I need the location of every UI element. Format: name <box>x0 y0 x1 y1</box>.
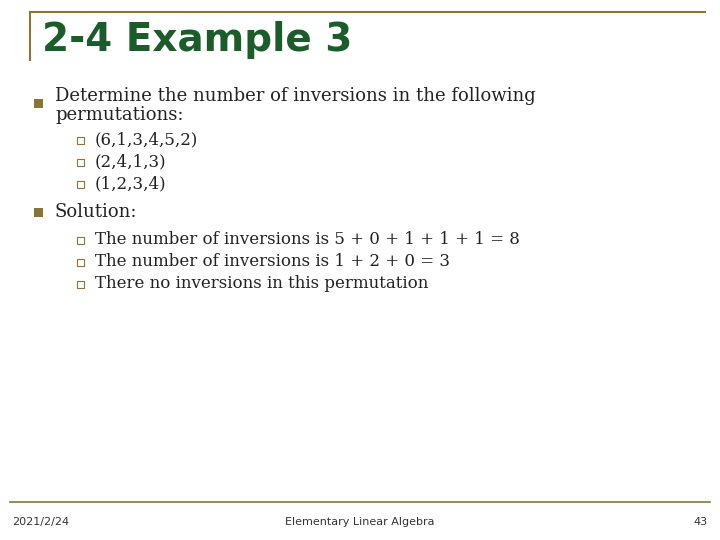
Bar <box>76 237 84 244</box>
Bar <box>34 98 42 107</box>
Text: Solution:: Solution: <box>55 203 138 221</box>
Text: The number of inversions is 1 + 2 + 0 = 3: The number of inversions is 1 + 2 + 0 = … <box>95 253 450 271</box>
Bar <box>76 137 84 144</box>
Text: 2-4 Example 3: 2-4 Example 3 <box>42 21 352 59</box>
Text: 2021/2/24: 2021/2/24 <box>12 517 69 527</box>
Text: (2,4,1,3): (2,4,1,3) <box>95 153 166 171</box>
Text: (6,1,3,4,5,2): (6,1,3,4,5,2) <box>95 132 199 148</box>
Text: (1,2,3,4): (1,2,3,4) <box>95 176 166 192</box>
Text: Elementary Linear Algebra: Elementary Linear Algebra <box>285 517 435 527</box>
Text: Determine the number of inversions in the following: Determine the number of inversions in th… <box>55 87 536 105</box>
Text: There no inversions in this permutation: There no inversions in this permutation <box>95 275 428 293</box>
Text: permutations:: permutations: <box>55 106 184 124</box>
Bar <box>76 280 84 287</box>
Bar <box>76 180 84 187</box>
Bar <box>76 159 84 165</box>
Text: The number of inversions is 5 + 0 + 1 + 1 + 1 = 8: The number of inversions is 5 + 0 + 1 + … <box>95 232 520 248</box>
Bar <box>34 207 42 217</box>
Bar <box>76 259 84 266</box>
Text: 43: 43 <box>694 517 708 527</box>
